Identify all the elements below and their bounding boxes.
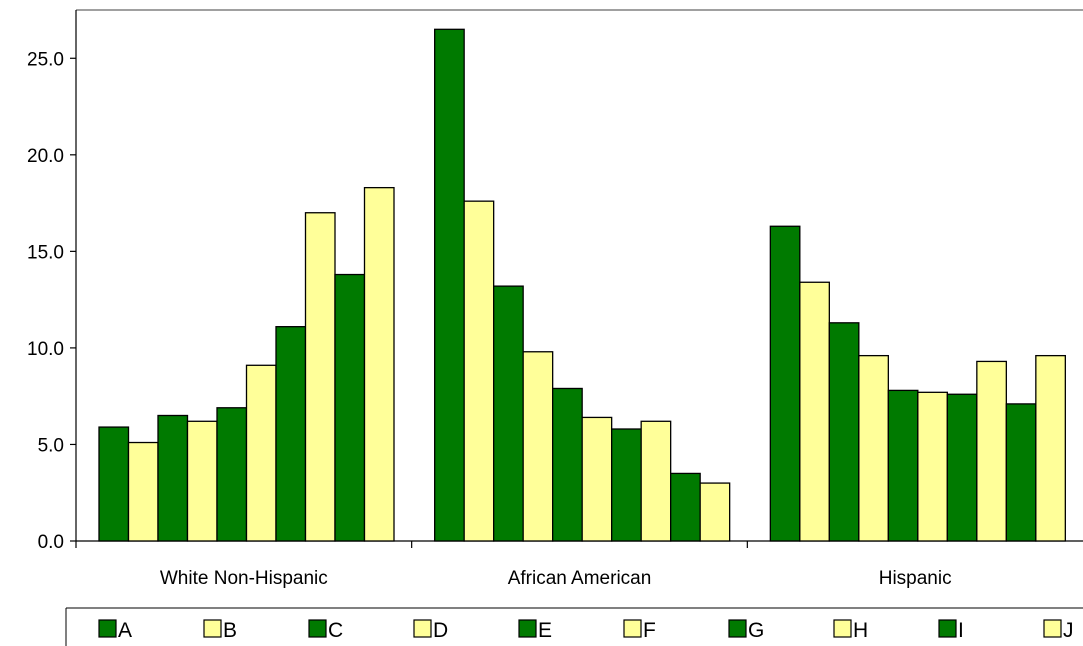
bar-c-2: [828, 322, 860, 542]
bar-f-0: [245, 364, 277, 542]
bar-h-2: [976, 360, 1007, 542]
bar-j-0: [363, 186, 395, 542]
legend-label-j: J: [1063, 619, 1074, 642]
bar-g-1: [611, 428, 642, 542]
bar-e-1: [552, 387, 583, 542]
bar-a-1: [434, 28, 465, 542]
bar-d-0: [186, 420, 218, 542]
bar-d-2: [858, 354, 889, 542]
y-tick-label: 5.0: [38, 435, 64, 456]
bar-e-0: [216, 407, 248, 542]
category-label: White Non-Hispanic: [160, 568, 328, 589]
legend-swatch-j: [1043, 619, 1062, 638]
legend-label-d: D: [433, 619, 448, 642]
bar-i-1: [670, 472, 701, 542]
category-label: African American: [508, 568, 652, 589]
legend-label-c: C: [328, 619, 343, 642]
legend-label-h: H: [853, 619, 868, 642]
legend-swatch-d: [413, 619, 432, 638]
legend: A B C D E F G H I J: [65, 607, 1083, 646]
bar-g-0: [275, 326, 307, 542]
bar-d-1: [522, 351, 554, 542]
y-tick-label: 10.0: [27, 339, 64, 360]
legend-swatch-g: [728, 619, 747, 638]
bar-j-1: [699, 482, 731, 542]
bars: [98, 28, 1066, 542]
legend-label-f: F: [643, 619, 656, 642]
legend-label-a: A: [118, 619, 132, 642]
bar-a-2: [769, 225, 801, 542]
legend-swatch-i: [938, 619, 957, 638]
bar-i-2: [1005, 403, 1037, 542]
bar-f-2: [917, 391, 948, 542]
bar-b-1: [463, 200, 495, 542]
legend-label-b: B: [223, 619, 237, 642]
legend-swatch-e: [518, 619, 537, 638]
category-label: Hispanic: [879, 568, 952, 589]
legend-label-e: E: [538, 619, 552, 642]
bar-b-2: [799, 281, 830, 542]
bar-c-0: [157, 414, 189, 542]
bar-i-0: [334, 273, 366, 542]
bar-h-0: [304, 212, 336, 542]
y-tick-label: 0.0: [38, 532, 64, 553]
legend-swatch-b: [203, 619, 222, 638]
bar-a-0: [98, 426, 130, 542]
y-tick-label: 15.0: [27, 242, 64, 263]
bar-j-2: [1035, 354, 1066, 542]
bar-c-1: [493, 285, 524, 542]
y-tick-label: 20.0: [27, 146, 64, 167]
legend-swatch-h: [833, 619, 852, 638]
bar-f-1: [581, 416, 613, 542]
bar-e-2: [887, 389, 919, 542]
x-axis: White Non-Hispanic African American Hispan…: [75, 541, 952, 589]
legend-swatch-c: [308, 619, 327, 638]
legend-swatch-f: [623, 619, 642, 638]
legend-label-g: G: [748, 619, 764, 642]
y-axis: 0.0 5.0 10.0 15.0 20.0 25.0: [27, 49, 76, 553]
bar-h-1: [640, 420, 672, 542]
legend-label-i: I: [958, 619, 964, 642]
y-tick-label: 25.0: [27, 49, 64, 70]
bar-g-2: [946, 393, 978, 542]
legend-swatch-a: [98, 619, 117, 638]
bar-b-0: [127, 441, 159, 542]
